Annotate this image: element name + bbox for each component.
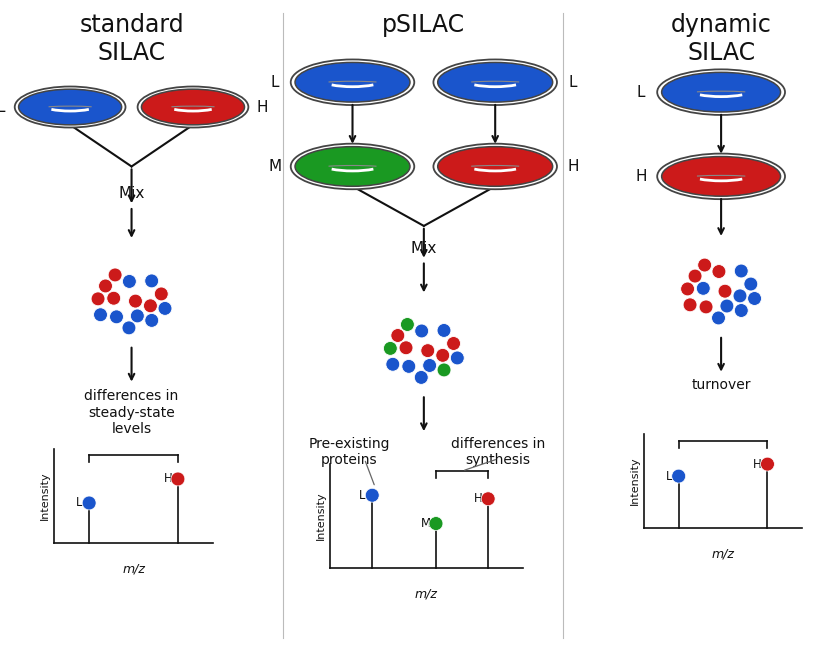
Ellipse shape bbox=[657, 70, 785, 115]
Text: H: H bbox=[164, 473, 172, 486]
Circle shape bbox=[109, 310, 123, 324]
Text: M: M bbox=[421, 517, 431, 530]
Circle shape bbox=[421, 344, 435, 357]
Text: m/z: m/z bbox=[415, 588, 438, 601]
Circle shape bbox=[158, 301, 172, 315]
Ellipse shape bbox=[662, 156, 780, 196]
Ellipse shape bbox=[291, 144, 414, 189]
Circle shape bbox=[437, 324, 451, 337]
Circle shape bbox=[672, 469, 685, 483]
Circle shape bbox=[391, 329, 405, 342]
Circle shape bbox=[429, 517, 443, 531]
Circle shape bbox=[365, 488, 379, 502]
Text: dynamic
SILAC: dynamic SILAC bbox=[670, 13, 771, 64]
Ellipse shape bbox=[295, 146, 410, 186]
Text: H: H bbox=[474, 492, 483, 505]
Circle shape bbox=[699, 300, 713, 314]
Circle shape bbox=[383, 342, 397, 355]
Text: L: L bbox=[0, 100, 5, 115]
Text: turnover: turnover bbox=[691, 378, 751, 391]
Ellipse shape bbox=[662, 72, 780, 112]
Text: m/z: m/z bbox=[122, 563, 145, 575]
Circle shape bbox=[82, 496, 96, 510]
Text: L: L bbox=[270, 75, 279, 90]
Text: Intensity: Intensity bbox=[40, 471, 50, 520]
Circle shape bbox=[680, 282, 695, 296]
Ellipse shape bbox=[657, 154, 785, 199]
Circle shape bbox=[447, 337, 460, 350]
Text: Mix: Mix bbox=[411, 242, 437, 256]
Circle shape bbox=[688, 269, 702, 283]
Circle shape bbox=[386, 357, 400, 371]
Text: pSILAC: pSILAC bbox=[382, 13, 465, 37]
Circle shape bbox=[123, 275, 136, 288]
Circle shape bbox=[415, 324, 428, 338]
Ellipse shape bbox=[138, 87, 249, 128]
Circle shape bbox=[718, 284, 732, 298]
Ellipse shape bbox=[141, 89, 244, 125]
Circle shape bbox=[712, 264, 726, 279]
Circle shape bbox=[93, 308, 108, 322]
Text: Intensity: Intensity bbox=[316, 492, 326, 540]
Circle shape bbox=[437, 363, 451, 377]
Ellipse shape bbox=[291, 59, 414, 105]
Circle shape bbox=[129, 294, 143, 308]
Circle shape bbox=[423, 359, 437, 372]
Ellipse shape bbox=[438, 62, 553, 102]
Circle shape bbox=[144, 274, 159, 288]
Text: H: H bbox=[257, 100, 268, 115]
Ellipse shape bbox=[18, 89, 122, 125]
Circle shape bbox=[402, 359, 416, 373]
Ellipse shape bbox=[438, 146, 553, 186]
Text: differences in
steady-state
levels: differences in steady-state levels bbox=[85, 389, 179, 436]
Circle shape bbox=[107, 291, 121, 305]
Circle shape bbox=[98, 279, 113, 293]
Circle shape bbox=[698, 258, 711, 272]
Circle shape bbox=[734, 303, 748, 318]
Text: M: M bbox=[268, 159, 281, 174]
Ellipse shape bbox=[295, 62, 410, 102]
Circle shape bbox=[122, 321, 136, 335]
Text: H: H bbox=[753, 458, 762, 471]
Circle shape bbox=[91, 292, 105, 306]
Circle shape bbox=[401, 318, 414, 331]
Circle shape bbox=[414, 370, 428, 384]
Text: Pre-existing
proteins: Pre-existing proteins bbox=[309, 437, 391, 467]
Text: L: L bbox=[569, 75, 577, 90]
Circle shape bbox=[683, 298, 697, 312]
Text: L: L bbox=[359, 489, 365, 502]
Circle shape bbox=[481, 492, 495, 506]
Circle shape bbox=[720, 299, 734, 313]
Circle shape bbox=[130, 309, 144, 323]
Circle shape bbox=[733, 289, 747, 303]
Circle shape bbox=[450, 351, 465, 365]
Text: L: L bbox=[665, 469, 672, 482]
Circle shape bbox=[436, 348, 449, 362]
Circle shape bbox=[711, 311, 726, 325]
Text: standard
SILAC: standard SILAC bbox=[79, 13, 184, 64]
Text: Intensity: Intensity bbox=[630, 457, 640, 505]
Circle shape bbox=[734, 264, 748, 278]
Circle shape bbox=[144, 314, 159, 327]
Circle shape bbox=[748, 292, 762, 305]
Circle shape bbox=[399, 341, 413, 355]
Text: Mix: Mix bbox=[118, 186, 144, 201]
Ellipse shape bbox=[15, 87, 125, 128]
Circle shape bbox=[155, 287, 168, 301]
Circle shape bbox=[144, 299, 157, 312]
Circle shape bbox=[108, 268, 122, 282]
Text: H: H bbox=[567, 159, 579, 174]
Circle shape bbox=[744, 277, 758, 291]
Text: H: H bbox=[635, 169, 647, 184]
Text: differences in
synthesis: differences in synthesis bbox=[451, 437, 545, 467]
Circle shape bbox=[760, 457, 774, 471]
Ellipse shape bbox=[433, 59, 557, 105]
Text: L: L bbox=[76, 497, 82, 510]
Circle shape bbox=[171, 472, 185, 486]
Text: L: L bbox=[637, 85, 645, 100]
Circle shape bbox=[696, 281, 710, 296]
Ellipse shape bbox=[433, 144, 557, 189]
Text: m/z: m/z bbox=[711, 548, 734, 561]
